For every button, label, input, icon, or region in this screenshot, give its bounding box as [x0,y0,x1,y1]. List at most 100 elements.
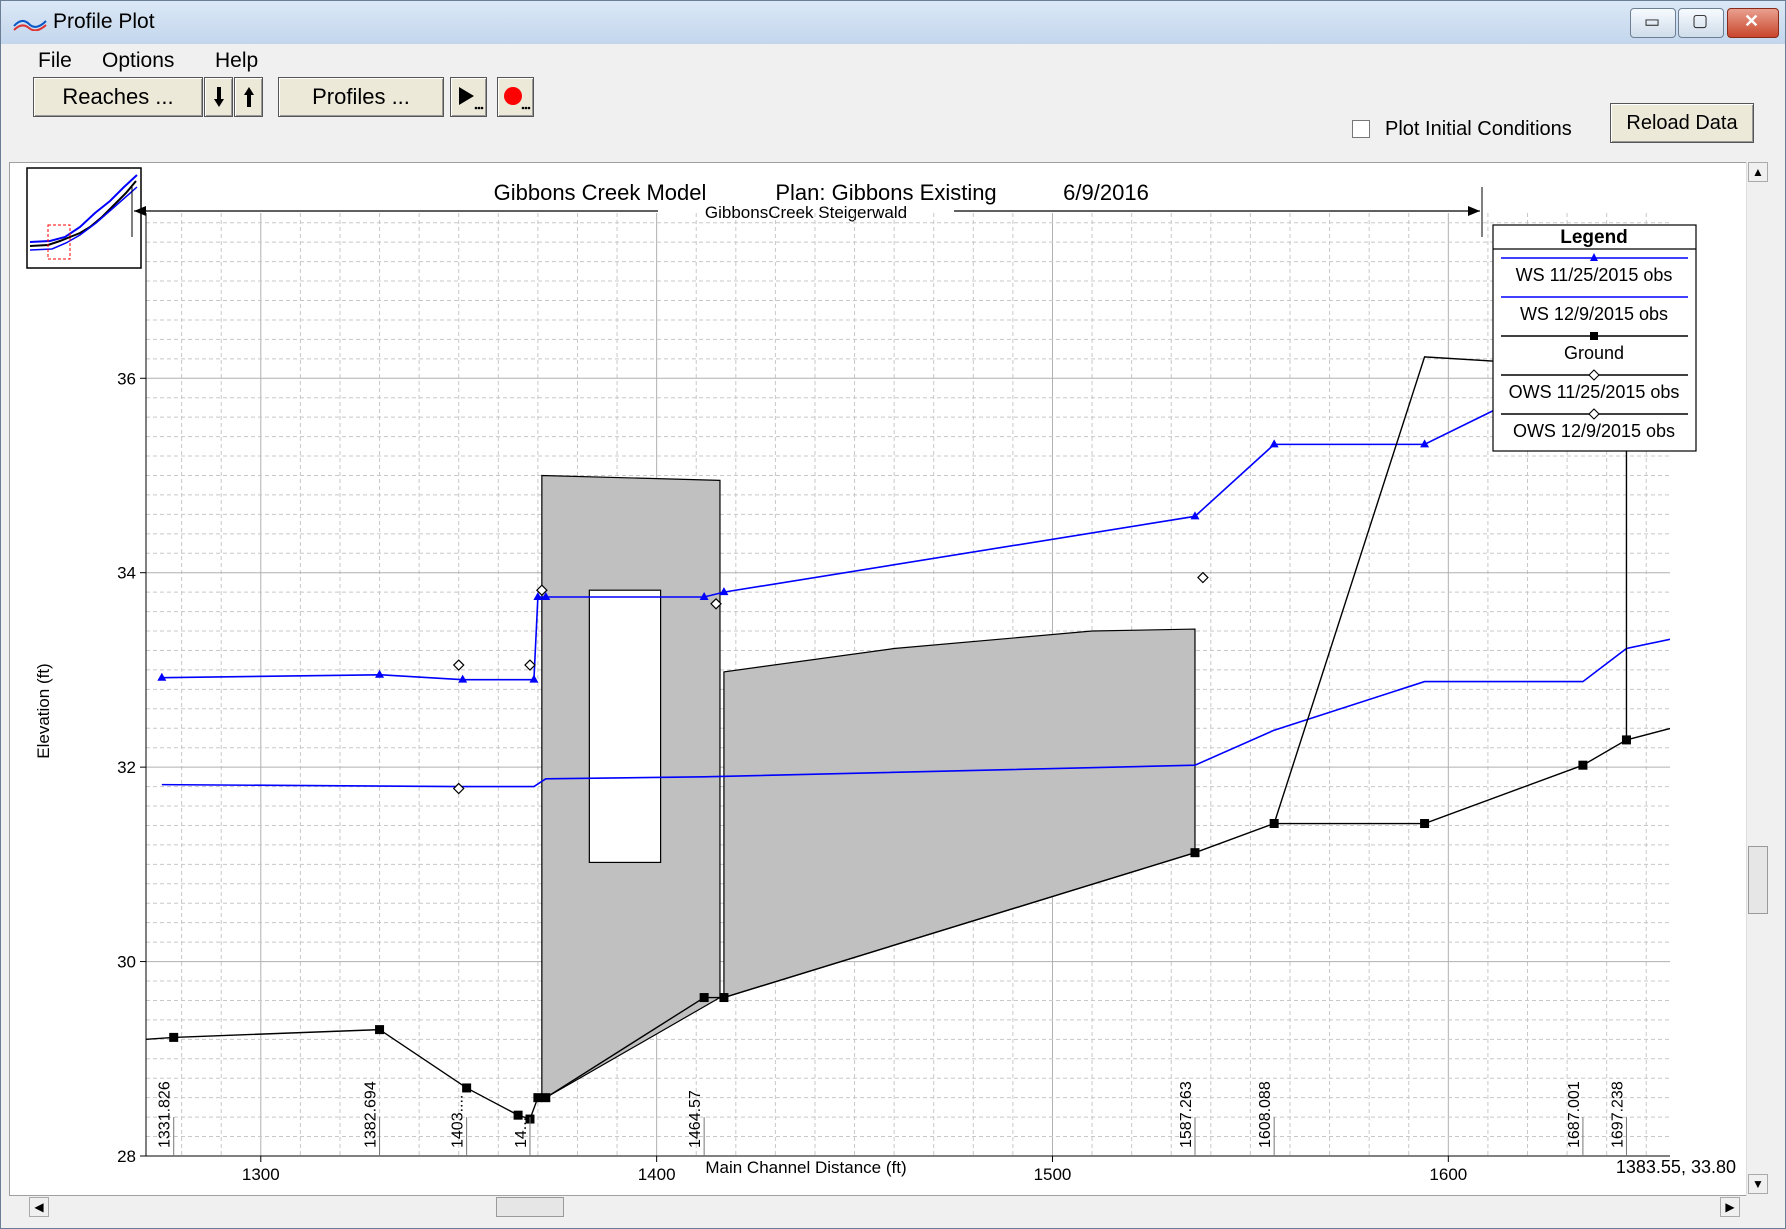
plot-series [146,342,1670,1124]
ground-marker [513,1110,523,1120]
station-label: 1687.001 [1566,1081,1583,1148]
horizontal-scrollbar[interactable]: ◀ ▶ [9,1196,1768,1218]
ground-marker [533,1093,543,1103]
station-label: 14... [513,1117,530,1148]
window-title: Profile Plot [53,10,155,33]
ground-marker [719,993,729,1003]
profile-chart: Gibbons Creek Model Plan: Gibbons Existi… [26,167,1736,1184]
legend: Legend WS 11/25/2015 obs WS 12/9/2015 obs… [1492,224,1697,452]
scroll-left-button[interactable]: ◀ [29,1197,49,1217]
play-icon [458,87,483,110]
scroll-left-icon: ◀ [34,1200,44,1214]
plot-axes: 1300 1400 1500 1600 28 30 32 34 36 [117,213,1670,1184]
legend-title: Legend [1560,227,1628,248]
ground-marker [1190,848,1200,858]
ws-11-25-marker [157,672,167,681]
menu-options[interactable]: Options [102,49,175,72]
ws-12-9-2015-line [161,638,1670,788]
minimize-button[interactable]: ▭ [1630,8,1676,38]
station-label: 1331.826 [157,1081,174,1148]
record-button[interactable] [497,77,534,117]
ground-marker [169,1032,179,1042]
ws-11-25-marker [1420,439,1430,448]
ws-11-25-marker [541,592,551,601]
culvert-opening [588,589,662,864]
ows-11-25-marker [452,659,465,671]
ground-marker [1269,819,1279,829]
ground-marker [1621,735,1631,745]
close-button[interactable]: ✕ [1727,8,1779,38]
maximize-button[interactable]: ▢ [1678,8,1724,38]
scroll-right-icon: ▶ [1725,1200,1735,1214]
x-tick-label: 1300 [242,1165,280,1184]
y-tick-label: 30 [117,953,136,972]
title-bar: Profile Plot ▭ ▢ ✕ [1,1,1785,44]
ground-line [146,727,1670,1120]
x-tick-label: 1500 [1034,1165,1072,1184]
scroll-right-button[interactable]: ▶ [1720,1197,1740,1217]
ws-11-25-marker [458,674,468,683]
profile-plot-area[interactable]: Gibbons Creek Model Plan: Gibbons Existi… [9,162,1747,1196]
x-tick-label: 1400 [638,1165,676,1184]
ws-11-25-marker [529,674,539,683]
chart-title-plan: Plan: Gibbons Existing [775,180,996,205]
scroll-up-button[interactable]: ▲ [1748,162,1768,182]
vertical-scroll-thumb[interactable] [1748,846,1768,914]
reach-label: GibbonsCreek Steigerwald [705,203,907,222]
ground-marker [699,993,709,1003]
station-label: 1608.088 [1257,1081,1274,1148]
scroll-down-button[interactable]: ▼ [1748,1174,1768,1194]
cursor-readout: 1383.55, 33.80 [1616,1157,1736,1177]
legend-entry-label: OWS 11/25/2015 obs [1509,382,1680,402]
minimize-icon: ▭ [1644,12,1661,31]
ws-11-25-marker [699,592,709,601]
x-axis-title: Main Channel Distance (ft) [705,1158,906,1177]
close-icon: ✕ [1744,11,1760,31]
ws-11-25-marker [1269,439,1279,448]
menu-bar: File Options Help [1,44,1785,74]
maximize-icon: ▢ [1692,11,1709,30]
profiles-button[interactable]: Profiles ... [278,77,444,117]
toolbar: Reaches ... Profiles ... Reload Data [1,74,1785,160]
menu-file[interactable]: File [38,49,72,72]
ows-12-9-marker [452,782,465,795]
scroll-down-icon: ▼ [1752,1177,1764,1191]
reload-data-button[interactable]: Reload Data [1610,103,1754,143]
plot-grid [146,213,1670,1157]
overview-minimap[interactable] [26,167,142,269]
station-label: 1403.... [450,1095,467,1148]
move-up-button[interactable] [234,77,263,117]
station-label: 1587.263 [1178,1081,1195,1148]
ws-11-25-2015-line [161,342,1670,681]
legend-entry-label: OWS 12/9/2015 obs [1513,421,1675,441]
arrow-up-icon [243,87,254,107]
chart-title-date: 6/9/2016 [1063,180,1149,205]
y-tick-label: 34 [117,564,136,583]
ws-11-25-marker [719,587,729,596]
profile-plot-app-icon [13,20,47,31]
animate-button[interactable] [450,77,487,117]
horizontal-scroll-thumb[interactable] [496,1197,564,1217]
y-tick-label: 36 [117,369,136,388]
ows-11-25-marker [710,597,722,610]
legend-entry-label: Ground [1564,343,1624,363]
ows-11-25-marker [524,659,536,671]
vertical-scrollbar[interactable]: ▲ ▼ [1746,162,1769,1196]
scroll-up-icon: ▲ [1752,165,1764,179]
plot-initial-conditions-checkbox[interactable] [1352,120,1370,138]
ground-marker [1420,819,1430,829]
legend-triangle-marker [1590,253,1598,261]
plot-initial-conditions-label: Plot Initial Conditions [1385,118,1572,140]
ws-11-25-marker [533,592,543,601]
reaches-button[interactable]: Reaches ... [33,77,203,117]
ground-marker [1578,760,1588,770]
station-label: 1382.694 [363,1081,380,1148]
move-down-button[interactable] [204,77,233,117]
ows-11-25-marker [1197,571,1209,584]
legend-square-marker [1590,332,1598,340]
ground-marker [541,1093,551,1103]
menu-help[interactable]: Help [215,49,259,72]
legend-entry-label: WS 12/9/2015 obs [1520,304,1668,324]
ws-11-25-marker [1190,511,1200,520]
